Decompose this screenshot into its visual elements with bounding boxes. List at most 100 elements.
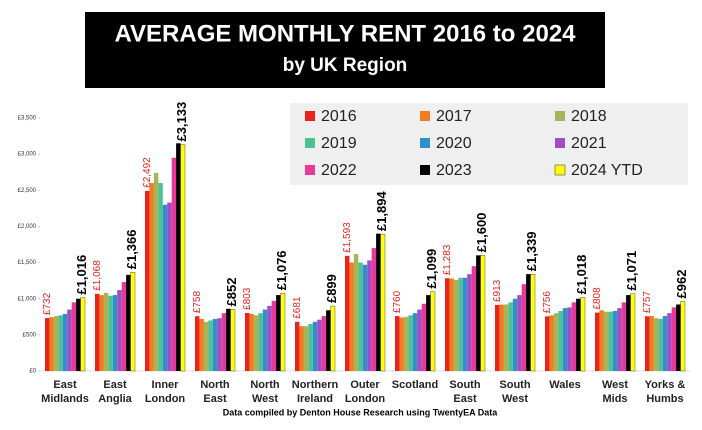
bar xyxy=(149,183,154,371)
x-tick-label: Humbs xyxy=(646,393,683,405)
bar xyxy=(399,317,404,371)
x-tick-label: South xyxy=(449,379,480,391)
bar xyxy=(503,304,509,371)
x-tick-label: Wales xyxy=(549,379,580,391)
y-tick-label: £3,000 xyxy=(18,152,37,158)
bar xyxy=(445,278,450,371)
bar xyxy=(312,321,318,371)
x-tick-label: Ireland xyxy=(297,393,333,405)
y-tick-label: £500 xyxy=(23,332,37,338)
bar xyxy=(112,295,118,371)
bar xyxy=(203,321,209,371)
legend-box xyxy=(290,103,688,185)
bar xyxy=(612,311,618,371)
bar xyxy=(462,277,468,371)
x-tick-label: Yorks & xyxy=(645,379,686,391)
bar xyxy=(330,305,336,372)
bar xyxy=(667,313,672,371)
bar xyxy=(171,157,177,371)
bar xyxy=(345,255,350,371)
x-tick-label: North xyxy=(250,379,280,391)
value-label: £681 xyxy=(292,296,303,319)
bar xyxy=(376,233,381,371)
bar xyxy=(571,302,577,371)
legend-label: 2020 xyxy=(436,135,472,152)
legend-swatch xyxy=(420,111,430,121)
bar xyxy=(430,291,436,372)
bar xyxy=(562,308,568,371)
bar xyxy=(526,274,531,371)
bar xyxy=(126,274,131,371)
legend-swatch xyxy=(305,138,315,148)
bar xyxy=(371,248,377,371)
bar xyxy=(76,298,81,371)
bar xyxy=(412,313,418,371)
bar xyxy=(549,315,554,371)
value-label: £1,339 xyxy=(524,231,539,271)
bar xyxy=(658,318,663,371)
bar xyxy=(167,202,172,371)
bar xyxy=(662,316,668,371)
bar xyxy=(208,320,213,371)
bar xyxy=(249,313,254,371)
bar xyxy=(58,315,63,371)
bar xyxy=(199,318,204,371)
bar xyxy=(71,302,77,371)
value-label: £1,016 xyxy=(74,255,89,295)
bar xyxy=(671,307,677,371)
bar xyxy=(558,311,563,371)
bar xyxy=(295,321,300,371)
legend-label: 2016 xyxy=(321,108,357,125)
bar xyxy=(630,293,636,372)
legend-swatch xyxy=(420,138,430,148)
x-tick-label: Anglia xyxy=(98,393,132,405)
value-label: £1,894 xyxy=(374,191,389,232)
bar xyxy=(158,183,163,371)
y-tick-label: £3,500 xyxy=(18,116,37,122)
bar xyxy=(353,253,359,371)
bar xyxy=(303,326,309,371)
bar xyxy=(595,312,600,371)
bar xyxy=(417,309,422,371)
bar xyxy=(276,295,281,371)
x-tick-label: Inner xyxy=(152,379,180,391)
bar xyxy=(421,303,427,371)
bar xyxy=(380,233,386,372)
bar xyxy=(45,318,50,371)
legend-label: 2021 xyxy=(571,135,607,152)
x-tick-label: North xyxy=(200,379,230,391)
value-label: £757 xyxy=(642,291,653,314)
bar xyxy=(645,316,650,371)
bar xyxy=(517,295,522,371)
legend-swatch xyxy=(555,111,565,121)
bar xyxy=(62,313,68,371)
bar xyxy=(117,290,122,371)
bar xyxy=(545,316,550,371)
bar xyxy=(121,282,127,371)
bar xyxy=(403,316,409,371)
value-label: £899 xyxy=(324,274,339,303)
bar xyxy=(145,190,150,371)
bar xyxy=(103,292,109,371)
bar xyxy=(349,262,354,371)
bar xyxy=(321,316,327,371)
bar xyxy=(267,305,272,371)
bar xyxy=(176,143,181,371)
x-tick-label: Mids xyxy=(602,393,627,405)
bar xyxy=(680,301,686,372)
x-tick-label: West xyxy=(252,393,278,405)
bar xyxy=(271,300,277,371)
value-label: £1,600 xyxy=(474,213,489,253)
bar xyxy=(621,302,627,371)
bar xyxy=(471,266,477,371)
x-tick-label: East xyxy=(103,379,127,391)
x-tick-label: Midlands xyxy=(41,393,89,405)
legend-label: 2024 YTD xyxy=(571,162,643,179)
bar xyxy=(499,304,504,371)
bar xyxy=(308,324,313,371)
bar xyxy=(512,298,518,371)
value-label: £2,492 xyxy=(142,157,153,188)
legend-swatch xyxy=(305,111,315,121)
x-tick-label: East xyxy=(453,393,477,405)
